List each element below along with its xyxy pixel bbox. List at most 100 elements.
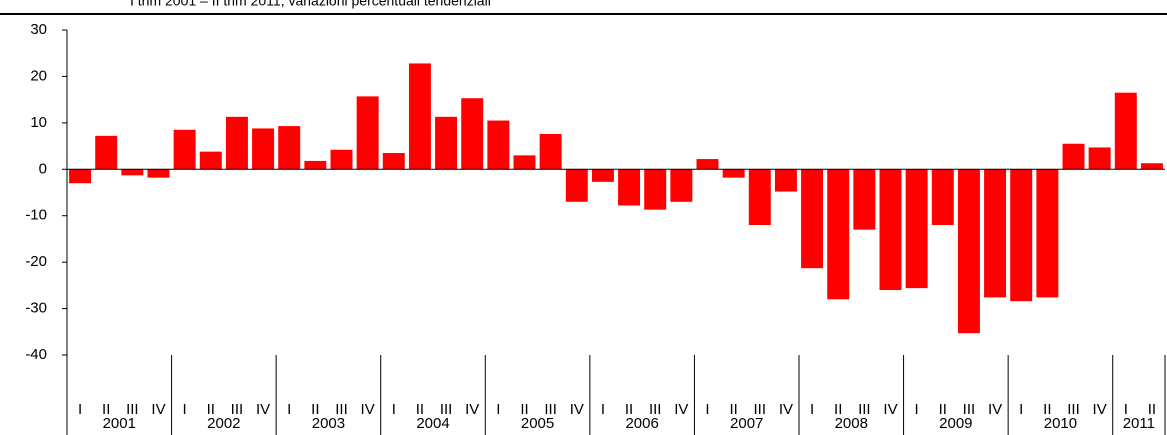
x-tick-label: II — [939, 401, 947, 418]
x-tick-label: III — [963, 401, 976, 418]
x-tick-label: II — [1148, 401, 1156, 418]
bar — [147, 169, 170, 178]
x-tick-label: IV — [151, 401, 165, 418]
year-label: 2009 — [939, 415, 972, 432]
x-tick-label: III — [231, 401, 244, 418]
year-label: 2001 — [103, 415, 136, 432]
x-tick-label: IV — [883, 401, 897, 418]
y-tick-label: 30 — [30, 21, 47, 38]
x-tick-label: IV — [256, 401, 270, 418]
x-tick-label: I — [705, 401, 709, 418]
y-tick-label: 20 — [30, 67, 47, 84]
bar — [356, 96, 379, 170]
bar — [565, 169, 588, 202]
bar — [539, 134, 562, 170]
year-label: 2008 — [835, 415, 868, 432]
y-tick-label: 10 — [30, 114, 47, 131]
x-tick-label: I — [287, 401, 291, 418]
year-label: 2010 — [1044, 415, 1077, 432]
x-tick-label: I — [496, 401, 500, 418]
bar — [173, 129, 196, 170]
x-tick-label: IV — [674, 401, 688, 418]
x-tick-label: II — [729, 401, 737, 418]
x-tick-label: II — [416, 401, 424, 418]
y-tick-label: 0 — [39, 160, 47, 177]
bar — [957, 169, 980, 334]
y-tick-label: -20 — [25, 253, 47, 270]
y-tick-label: -30 — [25, 300, 47, 317]
bar — [1036, 169, 1059, 298]
bar — [696, 159, 719, 170]
x-tick-label: IV — [570, 401, 584, 418]
year-label: 2007 — [730, 415, 763, 432]
bar — [121, 169, 144, 176]
year-label: 2002 — [207, 415, 240, 432]
x-tick-label: III — [126, 401, 139, 418]
x-tick-label: III — [544, 401, 557, 418]
x-tick-label: I — [183, 401, 187, 418]
bar — [670, 169, 693, 202]
x-tick-label: II — [1043, 401, 1051, 418]
y-tick-label: -40 — [25, 346, 47, 363]
chart-subtitle: I trim 2001 – II trim 2011, variazioni p… — [130, 0, 491, 9]
year-label: 2004 — [416, 415, 449, 432]
y-tick-label: -10 — [25, 207, 47, 224]
bar — [513, 155, 536, 170]
x-tick-label: IV — [361, 401, 375, 418]
bar — [382, 153, 405, 170]
bar — [330, 149, 353, 170]
bar — [905, 169, 928, 289]
bar — [487, 120, 510, 170]
x-tick-label: IV — [465, 401, 479, 418]
x-tick-label: II — [311, 401, 319, 418]
x-tick-label: II — [520, 401, 528, 418]
bar — [408, 63, 431, 170]
bar — [1062, 143, 1085, 170]
x-tick-label: I — [1019, 401, 1023, 418]
x-tick-label: I — [78, 401, 82, 418]
x-tick-label: III — [858, 401, 871, 418]
year-label: 2003 — [312, 415, 345, 432]
bar — [774, 169, 797, 192]
bar — [1140, 163, 1163, 170]
bar — [591, 169, 614, 182]
bar — [252, 128, 275, 170]
x-tick-label: IV — [1093, 401, 1107, 418]
bar — [748, 169, 771, 225]
x-tick-label: IV — [779, 401, 793, 418]
bar — [225, 116, 248, 170]
bar — [278, 126, 301, 170]
bar — [199, 151, 222, 170]
bar — [931, 169, 954, 225]
bar — [984, 169, 1007, 298]
year-label: 2006 — [625, 415, 658, 432]
x-tick-label: I — [915, 401, 919, 418]
bar — [304, 160, 327, 170]
x-tick-label: II — [102, 401, 110, 418]
bar — [801, 169, 824, 269]
bar — [879, 169, 902, 290]
x-tick-label: III — [1067, 401, 1080, 418]
year-label: 2011 — [1123, 415, 1155, 432]
year-label: 2005 — [521, 415, 554, 432]
x-tick-label: IV — [988, 401, 1002, 418]
bar — [1114, 92, 1137, 170]
bar — [461, 98, 484, 170]
x-tick-label: I — [601, 401, 605, 418]
bar — [827, 169, 850, 300]
x-tick-label: III — [440, 401, 453, 418]
bar — [1010, 169, 1033, 302]
bar — [722, 169, 745, 178]
bar — [644, 169, 667, 210]
x-tick-label: I — [392, 401, 396, 418]
x-tick-label: III — [754, 401, 767, 418]
x-tick-label: II — [834, 401, 842, 418]
bar — [618, 169, 641, 206]
x-tick-label: I — [1124, 401, 1128, 418]
bar — [435, 116, 458, 170]
x-tick-label: III — [335, 401, 348, 418]
bar — [95, 135, 118, 170]
x-tick-label: I — [810, 401, 814, 418]
x-tick-label: II — [625, 401, 633, 418]
